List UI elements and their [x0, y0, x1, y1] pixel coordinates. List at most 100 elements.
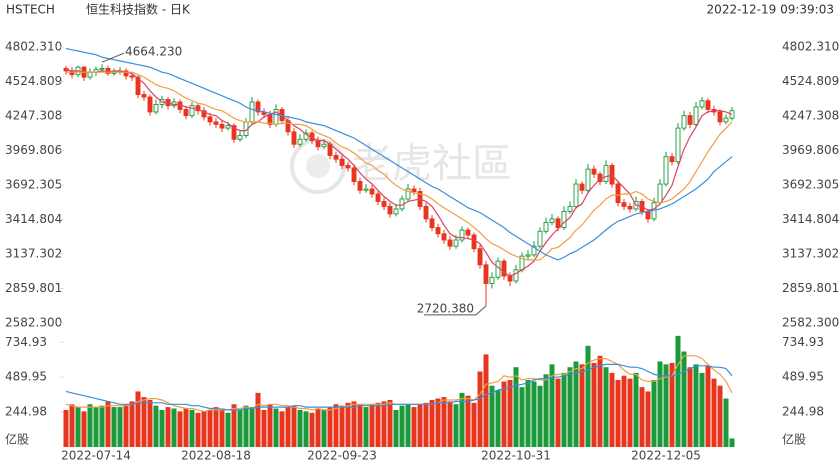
- volume-bar: [87, 404, 93, 447]
- volume-bar: [129, 401, 135, 447]
- candle-body: [141, 94, 147, 98]
- volume-bar: [171, 408, 177, 447]
- annotation-leader: [101, 52, 125, 63]
- y-tick-label-right: 244.98: [782, 405, 824, 419]
- y-tick-label-left: 3137.302: [5, 247, 62, 261]
- volume-bar: [117, 407, 123, 447]
- annotation-leader: [475, 305, 487, 316]
- volume-bar: [357, 404, 363, 447]
- volume-bar: [453, 404, 459, 447]
- candle-body: [237, 135, 243, 140]
- volume-bar: [609, 372, 615, 447]
- candle-body: [453, 239, 459, 247]
- y-tick-label-right: 3137.302: [782, 247, 839, 261]
- volume-bar: [675, 335, 681, 447]
- volume-bar: [135, 391, 141, 447]
- candle-body: [567, 205, 573, 212]
- volume-bar: [711, 378, 717, 447]
- candle-body: [447, 239, 453, 247]
- candle-body: [585, 168, 591, 191]
- y-tick-label-left: 244.98: [5, 405, 47, 419]
- volume-bar: [165, 407, 171, 447]
- volume-bar: [219, 408, 225, 447]
- y-tick-label-right: 489.95: [782, 370, 824, 384]
- volume-bar: [561, 372, 567, 447]
- candle-body: [555, 218, 561, 229]
- volume-bar: [645, 391, 651, 447]
- volume-bar: [717, 385, 723, 447]
- volume-bar: [399, 405, 405, 447]
- y-tick-label-left: 4247.308: [5, 108, 62, 122]
- volume-bar: [297, 409, 303, 447]
- y-tick-label-left: 4802.310: [5, 40, 62, 54]
- candle-body: [549, 218, 555, 224]
- volume-bar: [573, 361, 579, 447]
- volume-bar: [285, 407, 291, 447]
- volume-bar: [729, 438, 735, 447]
- candle-body: [435, 227, 441, 235]
- candle-body: [219, 123, 225, 129]
- candle-body: [645, 210, 651, 220]
- y-tick-label-right: 4247.308: [782, 108, 839, 122]
- volume-bar: [633, 372, 639, 447]
- volume-bar: [699, 372, 705, 447]
- volume-bar: [447, 401, 453, 447]
- volume-bar: [273, 408, 279, 447]
- volume-bar: [621, 375, 627, 447]
- volume-bar: [423, 402, 429, 447]
- volume-bar: [153, 405, 159, 447]
- candle-body: [561, 210, 567, 229]
- candle-body: [105, 67, 111, 74]
- candle-body: [663, 156, 669, 185]
- volume-bar: [681, 351, 687, 447]
- volume-bar: [549, 364, 555, 447]
- candle-body: [579, 183, 585, 191]
- volume-bar: [705, 365, 711, 447]
- x-tick-label: 2022-07-14: [61, 449, 131, 463]
- candle-body: [291, 131, 297, 145]
- candle-body: [381, 200, 387, 207]
- candle-body: [723, 117, 729, 123]
- volume-bar: [417, 404, 423, 447]
- volume-bar: [255, 392, 261, 447]
- candle-body: [369, 188, 375, 195]
- volume-bar: [225, 412, 231, 447]
- volume-bar: [507, 380, 513, 447]
- volume-bar: [669, 362, 675, 447]
- candle-body: [393, 208, 399, 215]
- average-line: [65, 47, 733, 261]
- volume-bar: [483, 354, 489, 447]
- candle-body: [513, 269, 519, 282]
- candle-body: [87, 71, 93, 78]
- y-tick-label-left: 3969.806: [5, 143, 62, 157]
- volume-bar: [477, 371, 483, 447]
- volume-bar: [333, 404, 339, 447]
- candle-body: [693, 106, 699, 125]
- volume-bar: [189, 409, 195, 447]
- candle-body: [603, 164, 609, 183]
- candle-body: [429, 218, 435, 229]
- volume-bar: [351, 401, 357, 447]
- y-tick-label-left: 3414.804: [5, 212, 62, 226]
- volume-bar: [519, 387, 525, 447]
- volume-bar: [231, 404, 237, 447]
- candle-body: [729, 110, 735, 119]
- volume-bar: [363, 407, 369, 447]
- volume-bar: [261, 409, 267, 447]
- y-tick-label-right: 4524.809: [782, 74, 839, 88]
- volume-bar: [183, 408, 189, 447]
- volume-bar: [201, 411, 207, 447]
- volume-bar: [525, 380, 531, 447]
- volume-bar: [207, 409, 213, 447]
- timestamp: 2022-12-19 09:39:03: [707, 3, 834, 17]
- candle-body: [477, 248, 483, 266]
- y-tick-label-left: 2859.801: [5, 281, 62, 295]
- candle-body: [153, 104, 159, 113]
- volume-bar: [597, 355, 603, 447]
- candle-body: [423, 205, 429, 220]
- volume-bar: [465, 395, 471, 447]
- volume-bar: [81, 411, 87, 447]
- volume-bar: [663, 364, 669, 447]
- y-tick-label-left: 4524.809: [5, 74, 62, 88]
